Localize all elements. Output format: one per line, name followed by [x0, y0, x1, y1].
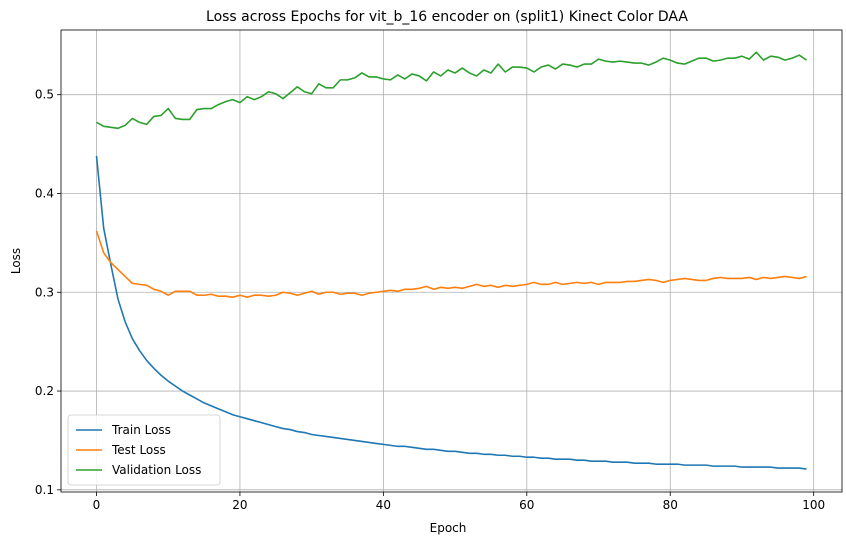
validation-loss-line [96, 51, 807, 130]
series-lines [95, 51, 807, 470]
x-tick-label: 40 [376, 498, 391, 512]
x-axis-label: Epoch [430, 521, 467, 535]
test-loss-legend-label: Test Loss [111, 443, 166, 457]
x-tick-label: 60 [519, 498, 534, 512]
y-tick-label: 0.5 [35, 88, 54, 102]
y-tick-label: 0.2 [35, 384, 54, 398]
train-loss-legend-label: Train Loss [111, 423, 171, 437]
chart-title: Loss across Epochs for vit_b_16 encoder … [206, 9, 688, 25]
x-tick-label: 100 [802, 498, 825, 512]
x-axis-ticks: 0 20 40 60 80 100 [93, 492, 825, 512]
y-axis-ticks: 0.1 0.2 0.3 0.4 0.5 [35, 88, 61, 497]
x-tick-label: 0 [93, 498, 101, 512]
x-tick-label: 80 [663, 498, 678, 512]
validation-loss-legend-label: Validation Loss [112, 463, 201, 477]
train-loss-line [95, 155, 807, 470]
y-tick-label: 0.3 [35, 285, 54, 299]
test-loss-line [95, 230, 807, 299]
x-tick-label: 20 [232, 498, 247, 512]
y-tick-label: 0.4 [35, 186, 54, 200]
y-axis-label: Loss [9, 248, 23, 274]
legend-box [67, 414, 221, 486]
legend: Train Loss Test Loss Validation Loss [67, 414, 221, 486]
y-tick-label: 0.1 [35, 483, 54, 497]
plot-frame [60, 29, 843, 493]
